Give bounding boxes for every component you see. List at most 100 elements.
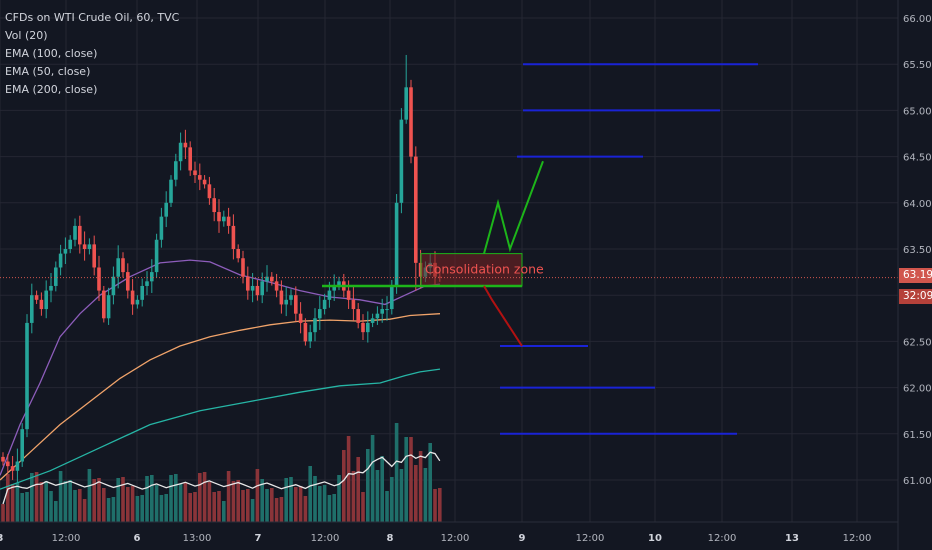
volume-bar — [63, 481, 68, 522]
candle-body — [327, 290, 332, 300]
legend-title[interactable]: CFDs on WTI Crude Oil, 60, TVC — [5, 11, 180, 24]
volume-bar — [87, 469, 92, 522]
legend-ema200[interactable]: EMA (200, close) — [5, 83, 98, 96]
volume-bar — [433, 489, 437, 522]
drawings[interactable]: Consolidation zone — [0, 63, 898, 435]
current-price-tag: 63.19 — [899, 268, 932, 283]
volume-bar — [385, 491, 389, 522]
candle-body — [82, 244, 87, 249]
volume-bar — [390, 477, 394, 522]
legend-ema100[interactable]: EMA (100, close) — [5, 47, 98, 60]
candle-body — [78, 225, 82, 245]
volume-bar — [102, 488, 106, 522]
volume-bar — [73, 490, 77, 522]
consolidation-zone[interactable] — [420, 253, 523, 287]
volume-bar — [255, 469, 260, 522]
volume-bar — [49, 491, 53, 522]
volume-bar — [342, 450, 346, 522]
candle-body — [303, 322, 308, 342]
price-tick-label: 64.00 — [903, 199, 932, 210]
volume-bar — [126, 487, 130, 522]
candle-body — [87, 244, 92, 249]
candle-body — [44, 290, 48, 310]
volume-bar — [1, 504, 5, 522]
volume-bar — [188, 493, 192, 522]
volume-bar — [20, 493, 24, 522]
volume-bar — [10, 484, 15, 522]
candle-body — [308, 332, 312, 342]
volume-bar — [135, 496, 140, 522]
volume-bar — [322, 485, 327, 522]
price-tick-label: 65.50 — [903, 60, 932, 71]
candle-body — [193, 170, 197, 176]
candle-body — [6, 461, 10, 467]
candle-body — [73, 225, 77, 240]
candle-body — [370, 318, 375, 323]
volume-bar — [130, 486, 135, 522]
time-tick-label: 6 — [134, 533, 141, 544]
volume-bar — [34, 472, 39, 522]
candle-body — [102, 290, 106, 319]
candle-body — [202, 179, 207, 185]
candle-body — [140, 285, 144, 300]
candle-body — [390, 285, 394, 310]
bearish-projection[interactable] — [483, 285, 523, 347]
candle-body — [255, 285, 260, 296]
candle-body — [313, 318, 317, 333]
time-tick-label: 13:00 — [183, 533, 212, 544]
candle-body — [106, 295, 111, 319]
volume-bar — [438, 488, 442, 522]
candle-body — [385, 309, 389, 311]
volume-bar — [260, 479, 264, 522]
volume-bar — [414, 465, 418, 522]
volume-bar — [399, 469, 404, 522]
bullish-projection[interactable] — [483, 160, 544, 254]
candle-body — [10, 466, 15, 471]
volume-bar — [174, 474, 178, 522]
volume-bar — [327, 495, 332, 522]
time-tick-label: 12:00 — [311, 533, 340, 544]
candle-body — [332, 285, 336, 291]
volume-bar — [274, 498, 279, 522]
volume-bar — [44, 481, 48, 522]
candle-body — [130, 290, 135, 305]
candle-body — [294, 295, 298, 314]
candle-body — [63, 249, 68, 254]
volume-bar — [111, 497, 116, 522]
candle-body — [241, 258, 245, 277]
volume-bar — [332, 494, 336, 522]
volume-bar — [428, 443, 432, 522]
legend-ema50[interactable]: EMA (50, close) — [5, 65, 91, 78]
volume-bar — [78, 489, 82, 522]
volume-bar — [279, 497, 284, 522]
volume-ma-line — [2, 451, 441, 505]
candle-body — [183, 142, 188, 148]
volume-bar — [6, 474, 10, 522]
candle-body — [154, 239, 159, 273]
candle-body — [284, 299, 288, 305]
price-tick-label: 61.50 — [903, 430, 932, 441]
candle-body — [34, 295, 39, 300]
time-tick-label: 12:00 — [576, 533, 605, 544]
price-tick-label: 66.00 — [903, 14, 932, 25]
candle-body — [207, 184, 212, 199]
candle-body — [260, 281, 264, 296]
volume-bar — [169, 475, 173, 522]
volume-bar — [294, 487, 298, 522]
candle-body — [159, 216, 164, 240]
time-axis: 3 12:00 6 13:00 7 12:00 8 12:00 9 12:00 10 12:00 13 1… — [0, 521, 898, 544]
volume-bar — [361, 492, 365, 522]
candle-body — [346, 290, 351, 300]
volume-bar — [198, 473, 202, 522]
price-tick-label: 61.00 — [903, 476, 932, 487]
candle-body — [351, 299, 356, 310]
price-tick-label: 62.50 — [903, 337, 932, 348]
volume-bar — [106, 498, 111, 522]
volume-bar — [250, 499, 255, 522]
legend-vol[interactable]: Vol (20) — [5, 29, 48, 42]
volume-bar — [222, 501, 226, 522]
volume-bar — [82, 499, 87, 522]
candle-body — [231, 225, 236, 249]
ema50-line — [0, 259, 441, 476]
